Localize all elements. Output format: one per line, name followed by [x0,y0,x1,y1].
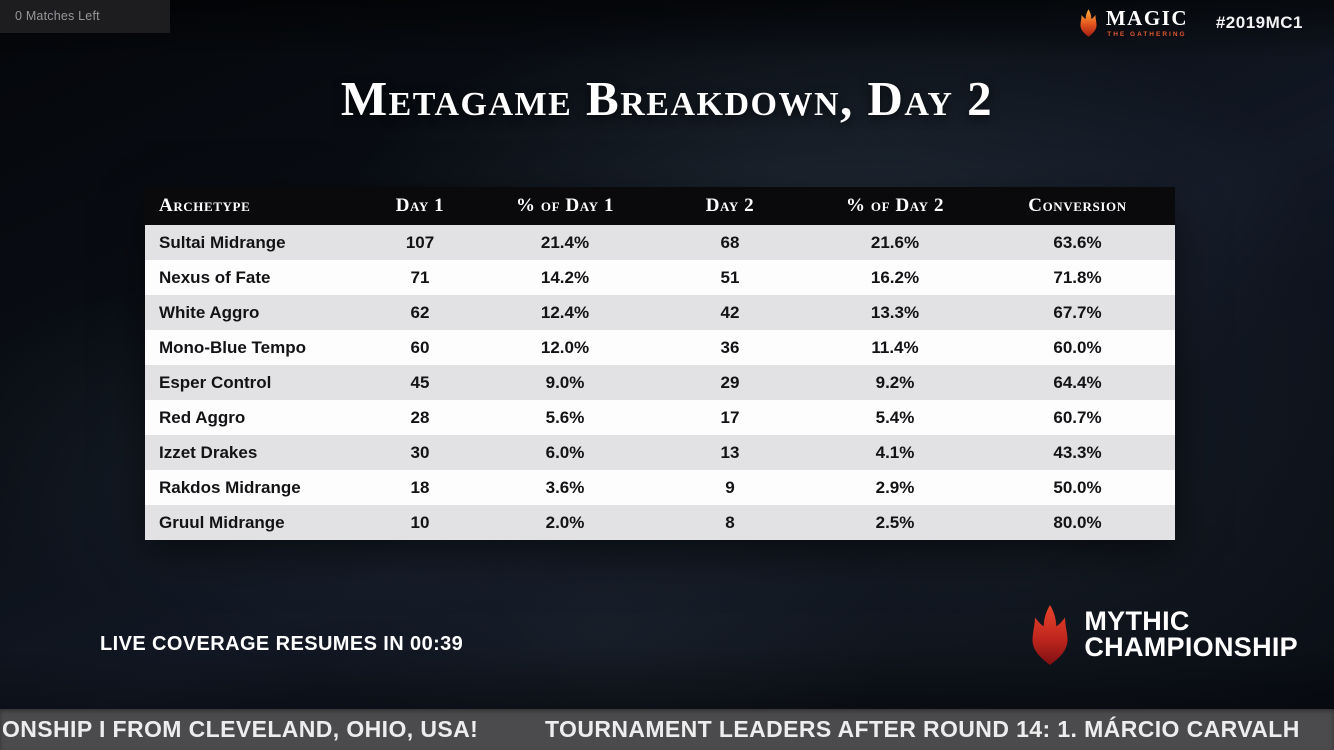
archetype-cell: Sultai Midrange [159,232,286,252]
column-header-conversion: Conversion [980,187,1175,225]
table-row: Nexus of Fate 71 14.2% 51 16.2% 71.8% [145,260,1175,295]
stat-cell: 5.4% [875,407,915,427]
stat-cell: 16.2% [870,267,920,287]
column-header-pct-day1: % of Day 1 [480,187,650,225]
magic-wordmark: MAGIC THE GATHERING [1105,6,1188,39]
stat-cell: 21.4% [540,232,590,252]
magic-flame-icon [1077,9,1100,37]
column-header-archetype: Archetype [145,187,360,225]
metagame-table: Archetype Day 1 % of Day 1 Day 2 % of Da… [145,187,1175,540]
ticker-text-left: ONSHIP I FROM CLEVELAND, OHIO, USA! [2,716,479,742]
event-hashtag: #2019MC1 [1215,13,1303,32]
stat-cell: 60 [410,337,430,357]
ticker-text-right: TOURNAMENT LEADERS AFTER ROUND 14: 1. MÁ… [545,716,1300,742]
archetype-cell: Esper Control [159,372,272,392]
page-title: Metagame Breakdown, Day 2 [340,71,994,126]
archetype-cell: Gruul Midrange [159,512,285,532]
stat-cell: 50.0% [1053,477,1102,497]
stat-cell: 45 [410,372,430,392]
stat-cell: 28 [410,407,430,427]
column-header-day1: Day 1 [360,187,480,225]
stat-cell: 9.2% [875,372,915,392]
stat-cell: 42 [720,302,740,322]
table-row: White Aggro 62 12.4% 42 13.3% 67.7% [145,295,1175,330]
stat-cell: 5.6% [545,407,585,427]
archetype-cell: Red Aggro [159,407,246,427]
stat-cell: 13 [720,442,740,462]
stat-cell: 10 [410,512,430,532]
stat-cell: 80.0% [1053,512,1102,532]
table-row: Rakdos Midrange 18 3.6% 9 2.9% 50.0% [145,470,1175,505]
mythic-flame-icon [1025,605,1075,665]
stat-cell: 18 [410,477,430,497]
stat-cell: 13.3% [870,302,920,322]
stat-cell: 71.8% [1053,267,1102,287]
archetype-cell: Mono-Blue Tempo [159,337,306,357]
stat-cell: 107 [405,232,435,252]
mythic-line1: MYTHIC [1084,606,1190,637]
stat-cell: 2.0% [545,512,585,532]
stat-cell: 64.4% [1053,372,1102,392]
news-ticker: ONSHIP I FROM CLEVELAND, OHIO, USA! TOUR… [0,709,1334,750]
magic-title: MAGIC [1105,6,1188,30]
stat-cell: 43.3% [1053,442,1102,462]
stat-cell: 21.6% [870,232,920,252]
table-row: Sultai Midrange 107 21.4% 68 21.6% 63.6% [145,225,1175,260]
column-header-day2: Day 2 [650,187,810,225]
table-header: Archetype Day 1 % of Day 1 Day 2 % of Da… [145,187,1175,225]
mythic-line2: CHAMPIONSHIP [1084,632,1298,662]
live-coverage-countdown: LIVE COVERAGE RESUMES IN 00:39 [100,633,464,655]
stat-cell: 62 [410,302,430,322]
archetype-cell: Izzet Drakes [159,442,258,462]
stat-cell: 60.0% [1053,337,1102,357]
column-header-pct-day2: % of Day 2 [810,187,980,225]
stat-cell: 12.4% [540,302,590,322]
header-row: Archetype Day 1 % of Day 1 Day 2 % of Da… [145,187,1175,225]
table-body: Sultai Midrange 107 21.4% 68 21.6% 63.6% Nexus… [145,225,1175,540]
magic-logo: MAGIC THE GATHERING [1077,8,1188,38]
table-row: Gruul Midrange 10 2.0% 8 2.5% 80.0% [145,505,1175,540]
table-row: Red Aggro 28 5.6% 17 5.4% 60.7% [145,400,1175,435]
archetype-cell: White Aggro [159,302,260,322]
stat-cell: 11.4% [871,337,919,357]
stat-cell: 8 [725,512,735,532]
stat-cell: 30 [410,442,430,462]
stat-cell: 6.0% [545,442,585,462]
stat-cell: 2.9% [875,477,915,497]
stat-cell: 60.7% [1053,407,1102,427]
stat-cell: 51 [720,267,740,287]
archetype-cell: Nexus of Fate [159,267,271,287]
table-row: Izzet Drakes 30 6.0% 13 4.1% 43.3% [145,435,1175,470]
table-row: Esper Control 45 9.0% 29 9.2% 64.4% [145,365,1175,400]
stat-cell: 71 [410,267,430,287]
stat-cell: 12.0% [540,337,590,357]
stat-cell: 63.6% [1053,232,1102,252]
stat-cell: 9 [725,477,735,497]
mythic-championship-logo: MYTHIC CHAMPIONSHIP [1025,605,1298,665]
stat-cell: 3.6% [545,477,585,497]
magic-subtitle: THE GATHERING [1107,31,1187,38]
stat-cell: 29 [720,372,740,392]
stat-cell: 2.5% [875,512,915,532]
archetype-cell: Rakdos Midrange [159,477,301,497]
stat-cell: 4.1% [875,442,915,462]
matches-left-label: 0 Matches Left [15,9,100,23]
mythic-wordmark: MYTHIC CHAMPIONSHIP [1084,606,1298,662]
stat-cell: 36 [720,337,740,357]
stat-cell: 17 [720,407,740,427]
stat-cell: 14.2% [540,267,590,287]
stat-cell: 9.0% [545,372,585,392]
matches-left-badge: 0 Matches Left [0,0,170,33]
table-row: Mono-Blue Tempo 60 12.0% 36 11.4% 60.0% [145,330,1175,365]
stat-cell: 67.7% [1053,302,1102,322]
stat-cell: 68 [720,232,740,252]
